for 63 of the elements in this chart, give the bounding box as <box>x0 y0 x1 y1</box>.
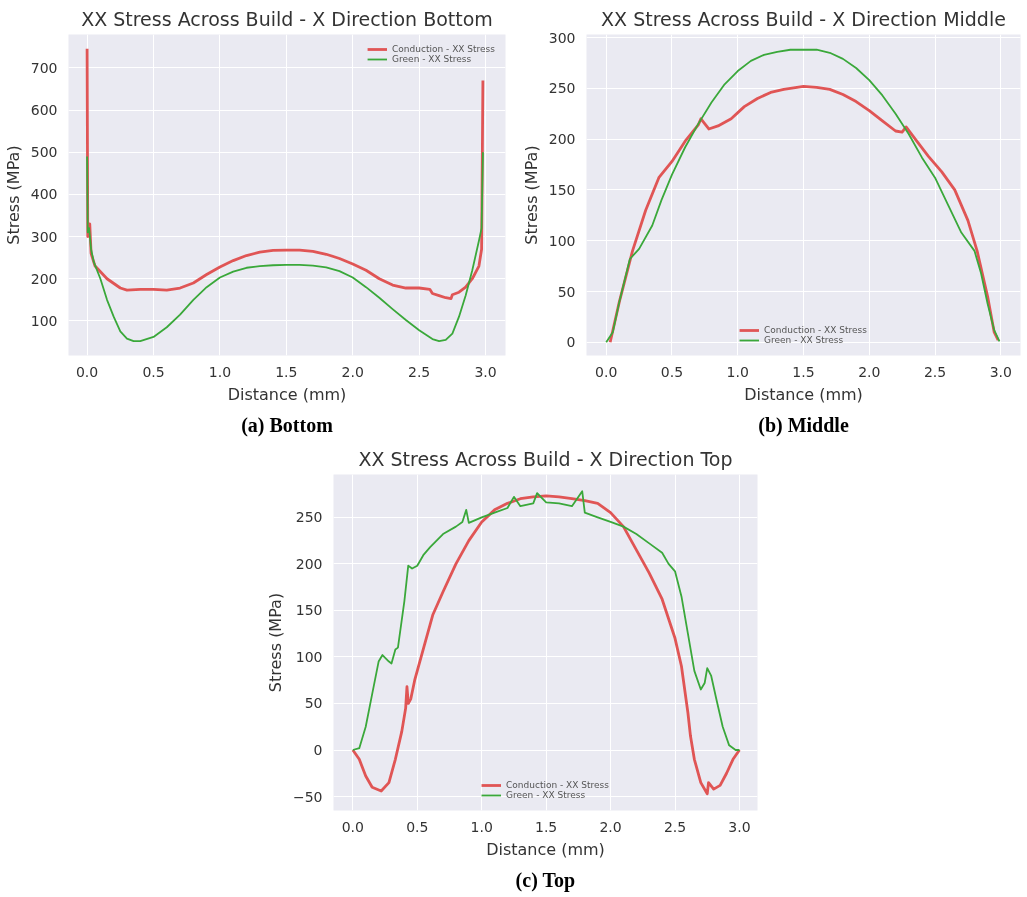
x-tick-label: 2.0 <box>858 363 881 380</box>
x-tick-label: 3.0 <box>989 363 1012 380</box>
x-tick-label: 1.0 <box>470 818 493 835</box>
y-tick-label: 100 <box>30 312 58 329</box>
y-tick-label: 400 <box>30 186 58 203</box>
x-tick-label: 3.0 <box>474 363 497 380</box>
text: (c) Top <box>515 868 576 892</box>
x-tick-label: 0.0 <box>595 363 618 380</box>
x-tick-label: 0.5 <box>142 363 165 380</box>
y-tick-label: 50 <box>304 695 323 712</box>
legend-label: Conduction - XX Stress <box>764 325 867 335</box>
y-tick-label: 250 <box>548 80 576 97</box>
y-tick-label: 150 <box>295 602 323 619</box>
x-tick-label: 1.5 <box>792 363 815 380</box>
chart-title: XX Stress Across Build - X Direction Top <box>358 447 733 470</box>
y-tick-label: −50 <box>292 788 323 805</box>
y-tick-label: 0 <box>313 742 323 758</box>
y-tick-label: 0 <box>566 334 576 351</box>
x-tick-label: 1.0 <box>726 363 749 380</box>
x-axis-title: Distance (mm) <box>227 384 347 404</box>
x-tick-label: 2.0 <box>341 363 364 380</box>
line-series <box>351 490 741 751</box>
x-tick-label: 1.5 <box>275 363 298 380</box>
y-axis-title: Stress (MPa) <box>521 145 541 245</box>
x-tick-label: 2.5 <box>663 818 687 835</box>
x-tick-label: 0.5 <box>406 818 429 835</box>
x-tick-label: 2.5 <box>923 363 947 380</box>
y-tick-label: 300 <box>30 228 58 245</box>
legend-label: Green - XX Stress <box>506 790 586 800</box>
y-tick-label: 200 <box>548 131 576 148</box>
legend-label: Conduction - XX Stress <box>392 44 495 54</box>
chart-title: XX Stress Across Build - X Direction Middle <box>601 7 1006 30</box>
y-tick-label: 300 <box>548 29 576 46</box>
legend-label: Green - XX Stress <box>764 335 844 345</box>
y-tick-label: 500 <box>30 144 58 161</box>
line-series <box>351 494 741 796</box>
y-tick-label: 250 <box>295 509 323 526</box>
y-tick-label: 700 <box>30 59 58 76</box>
y-axis-title: Stress (MPa) <box>3 145 23 245</box>
legend-label: Green - XX Stress <box>392 54 472 64</box>
y-tick-label: 100 <box>295 648 323 665</box>
y-tick-label: 50 <box>557 283 576 300</box>
x-tick-label: 0.5 <box>660 363 684 380</box>
y-tick-label: 600 <box>30 102 58 118</box>
legend-label: Conduction - XX Stress <box>506 780 609 790</box>
x-tick-label: 2.5 <box>408 363 431 380</box>
line-series <box>86 151 484 343</box>
y-tick-label: 100 <box>548 232 576 249</box>
x-tick-label: 1.0 <box>208 363 232 380</box>
x-tick-label: 2.0 <box>599 818 622 835</box>
x-tick-label: 1.5 <box>535 818 558 835</box>
x-tick-label: 3.0 <box>728 818 751 835</box>
x-axis-title: Distance (mm) <box>744 384 863 404</box>
x-tick-label: 0.0 <box>75 363 99 380</box>
y-axis-title: Stress (MPa) <box>265 592 285 693</box>
text: (b) Middle <box>758 413 849 437</box>
x-axis-title: Distance (mm) <box>486 839 605 859</box>
y-tick-label: 150 <box>548 181 576 198</box>
chart-title: XX Stress Across Build - X Direction Bottom <box>81 7 493 30</box>
y-tick-label: 200 <box>30 270 58 287</box>
text: (a) Bottom <box>241 413 334 437</box>
x-tick-label: 0.0 <box>341 818 364 835</box>
y-tick-label: 200 <box>295 555 323 572</box>
